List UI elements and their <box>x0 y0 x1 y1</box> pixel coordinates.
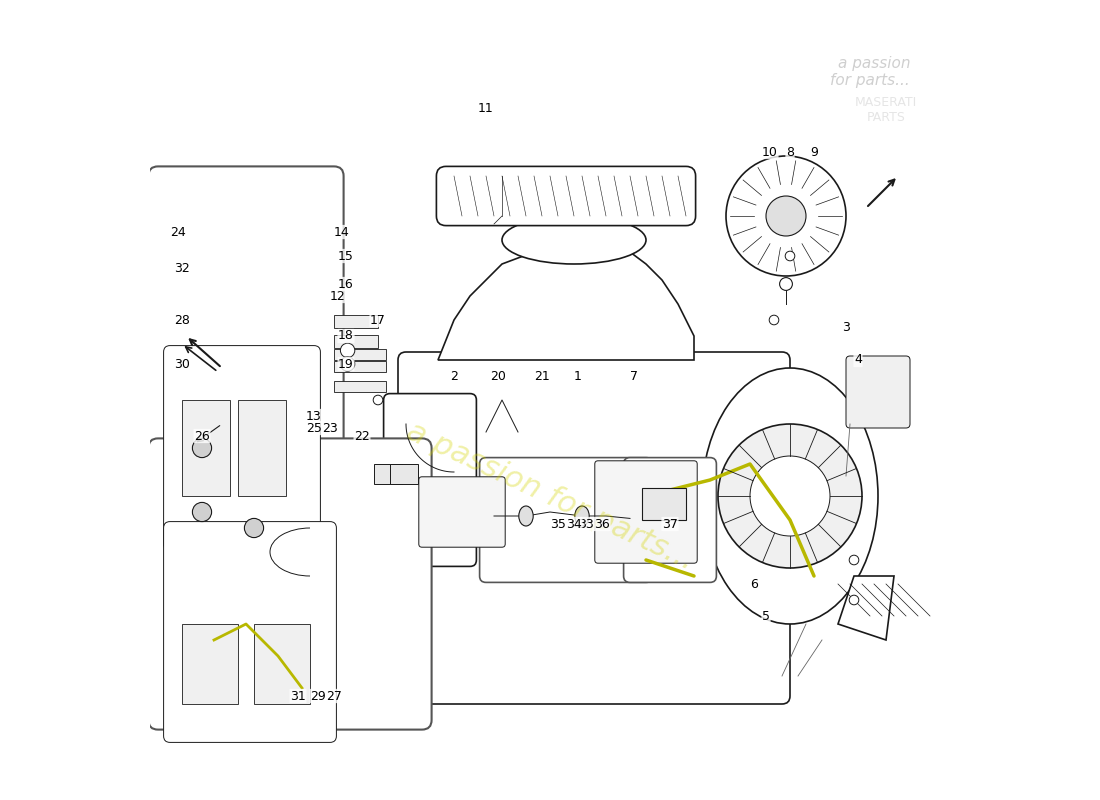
Text: 26: 26 <box>194 430 210 442</box>
Text: 12: 12 <box>330 290 345 302</box>
Circle shape <box>785 251 795 261</box>
Circle shape <box>192 438 211 458</box>
Text: 5: 5 <box>762 610 770 622</box>
Text: 28: 28 <box>174 314 190 326</box>
Circle shape <box>849 555 859 565</box>
Circle shape <box>340 357 355 371</box>
Text: 29: 29 <box>310 690 326 702</box>
Bar <box>238 400 286 496</box>
FancyBboxPatch shape <box>419 477 505 547</box>
Text: 1: 1 <box>574 370 582 382</box>
Text: MASERATI
PARTS: MASERATI PARTS <box>855 96 917 124</box>
Text: 9: 9 <box>810 146 818 158</box>
Text: 20: 20 <box>491 370 506 382</box>
Text: 10: 10 <box>762 146 778 158</box>
Text: 21: 21 <box>535 370 550 382</box>
Bar <box>334 315 378 328</box>
Text: 13: 13 <box>306 410 322 422</box>
FancyBboxPatch shape <box>437 166 695 226</box>
Polygon shape <box>438 240 694 360</box>
FancyBboxPatch shape <box>164 346 320 550</box>
Text: 22: 22 <box>354 430 370 442</box>
Text: 19: 19 <box>338 358 354 370</box>
Text: 24: 24 <box>170 226 186 238</box>
Circle shape <box>780 278 792 290</box>
Text: 36: 36 <box>594 518 609 530</box>
Circle shape <box>373 395 383 405</box>
Text: 14: 14 <box>334 226 350 238</box>
FancyBboxPatch shape <box>595 461 697 563</box>
Bar <box>334 335 378 348</box>
Bar <box>254 624 310 704</box>
Text: 32: 32 <box>174 262 190 274</box>
FancyBboxPatch shape <box>398 352 790 704</box>
Circle shape <box>718 424 862 568</box>
Text: 8: 8 <box>786 146 794 158</box>
FancyBboxPatch shape <box>148 438 431 730</box>
Circle shape <box>340 343 355 358</box>
FancyBboxPatch shape <box>164 522 337 742</box>
Text: 17: 17 <box>370 314 386 326</box>
Ellipse shape <box>519 506 534 526</box>
Bar <box>334 349 386 360</box>
Bar <box>390 464 418 484</box>
Circle shape <box>244 518 264 538</box>
FancyBboxPatch shape <box>480 458 652 582</box>
Bar <box>642 488 686 520</box>
Text: 23: 23 <box>322 422 338 434</box>
Bar <box>334 381 386 392</box>
Text: 3: 3 <box>843 322 850 334</box>
FancyBboxPatch shape <box>384 394 476 566</box>
Bar <box>182 624 238 704</box>
Text: 27: 27 <box>326 690 342 702</box>
Bar <box>334 361 386 372</box>
Text: 6: 6 <box>750 578 758 590</box>
FancyBboxPatch shape <box>624 458 716 582</box>
Text: a passion
for parts...: a passion for parts... <box>830 56 910 88</box>
Ellipse shape <box>702 368 878 624</box>
Ellipse shape <box>575 506 590 526</box>
Text: 7: 7 <box>630 370 638 382</box>
Circle shape <box>192 502 211 522</box>
Text: 35: 35 <box>550 518 565 530</box>
Circle shape <box>750 456 830 536</box>
Text: 34: 34 <box>566 518 582 530</box>
Circle shape <box>726 156 846 276</box>
Circle shape <box>849 595 859 605</box>
Text: 2: 2 <box>450 370 458 382</box>
Text: 16: 16 <box>338 278 354 290</box>
Bar <box>374 464 401 484</box>
Text: 37: 37 <box>662 518 678 530</box>
FancyBboxPatch shape <box>846 356 910 428</box>
Text: 30: 30 <box>174 358 190 370</box>
Bar <box>182 400 230 496</box>
Circle shape <box>769 315 779 325</box>
Text: 18: 18 <box>338 330 354 342</box>
Text: 33: 33 <box>579 518 594 530</box>
Text: 4: 4 <box>854 354 862 366</box>
Polygon shape <box>838 576 894 640</box>
Circle shape <box>766 196 806 236</box>
Text: 31: 31 <box>290 690 306 702</box>
FancyBboxPatch shape <box>148 166 343 490</box>
Text: 25: 25 <box>306 422 322 434</box>
Text: 11: 11 <box>478 102 494 114</box>
Ellipse shape <box>502 216 646 264</box>
Text: a passion for parts...: a passion for parts... <box>402 417 698 575</box>
Text: 15: 15 <box>338 250 354 262</box>
